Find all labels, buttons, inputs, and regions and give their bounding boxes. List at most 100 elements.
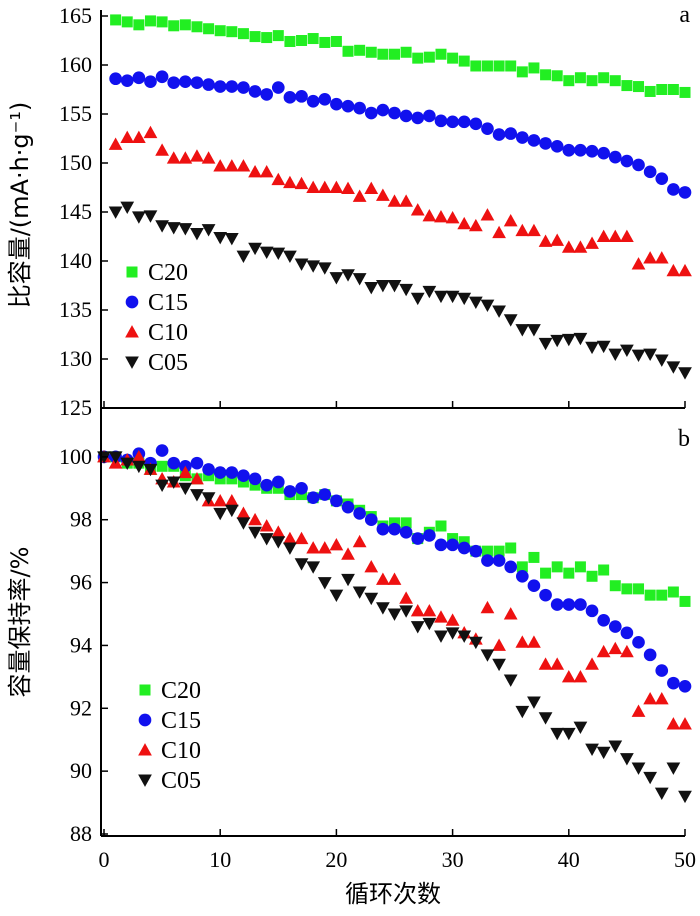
data-point-c05 xyxy=(108,206,123,219)
data-point-c05 xyxy=(654,787,669,801)
data-point-c15 xyxy=(515,131,529,144)
data-point-c10 xyxy=(283,175,297,189)
data-point-c15 xyxy=(364,106,378,120)
data-point-c05 xyxy=(492,305,506,318)
data-point-c15 xyxy=(423,529,436,542)
data-point-c05 xyxy=(631,349,646,362)
data-point-c10 xyxy=(271,172,286,186)
data-point-c05 xyxy=(422,617,437,631)
data-point-c10 xyxy=(317,541,332,554)
panel-b-label: b xyxy=(678,426,690,452)
data-point-c05 xyxy=(341,573,355,587)
data-point-c15 xyxy=(492,554,506,567)
legend-marker-c15 xyxy=(138,713,152,727)
legend-marker-c20 xyxy=(126,266,138,278)
data-point-c10 xyxy=(434,210,448,223)
data-point-c05 xyxy=(201,492,216,505)
data-point-c05 xyxy=(608,740,623,753)
data-point-c10 xyxy=(654,691,669,705)
data-point-c05 xyxy=(190,228,204,241)
data-point-c05 xyxy=(515,324,530,337)
data-point-c20 xyxy=(621,80,633,92)
data-point-c10 xyxy=(561,669,576,683)
data-point-c10 xyxy=(213,493,228,507)
y-tick-label: 100 xyxy=(59,444,92,469)
data-point-c15 xyxy=(504,127,518,140)
data-point-c20 xyxy=(261,32,273,44)
data-point-c10 xyxy=(480,208,495,221)
data-point-c20 xyxy=(528,62,540,74)
data-point-c15 xyxy=(434,114,448,128)
data-point-c05 xyxy=(236,250,251,263)
data-point-c05 xyxy=(399,283,413,297)
data-point-c20 xyxy=(470,60,482,72)
data-point-c10 xyxy=(190,471,204,485)
data-point-c15 xyxy=(574,598,587,611)
data-point-c05 xyxy=(538,712,553,725)
y-tick-label: 130 xyxy=(59,346,92,371)
data-point-c10 xyxy=(573,240,588,253)
data-point-c05 xyxy=(620,753,634,766)
y-tick-label: 96 xyxy=(70,570,92,595)
data-point-c15 xyxy=(306,491,320,505)
y-tick-label: 90 xyxy=(70,758,92,783)
data-point-c05 xyxy=(224,504,239,518)
data-point-c10 xyxy=(329,537,344,551)
data-point-c10 xyxy=(468,218,483,232)
data-point-c05 xyxy=(596,340,611,354)
data-point-c10 xyxy=(538,657,553,670)
data-point-c20 xyxy=(505,60,517,72)
data-point-c10 xyxy=(678,717,692,730)
data-point-c15 xyxy=(109,72,122,86)
y-tick-label: 150 xyxy=(59,150,92,175)
data-point-c05 xyxy=(585,341,599,355)
data-point-c20 xyxy=(144,15,156,27)
y-tick-label: 145 xyxy=(59,199,92,224)
x-tick-label: 0 xyxy=(99,847,110,872)
data-point-c05 xyxy=(654,354,669,367)
data-point-c20 xyxy=(493,60,505,72)
data-point-c20 xyxy=(226,26,238,38)
data-point-c10 xyxy=(259,164,274,178)
data-point-c15 xyxy=(562,143,576,157)
data-point-c10 xyxy=(317,180,332,193)
data-point-c10 xyxy=(410,603,425,617)
data-point-c20 xyxy=(656,84,668,95)
data-point-c20 xyxy=(586,570,598,582)
data-point-c15 xyxy=(248,85,262,98)
y-tick-label: 155 xyxy=(59,101,92,126)
data-point-c10 xyxy=(596,229,611,242)
legend-label-c20: C20 xyxy=(161,678,201,704)
data-point-c10 xyxy=(283,531,297,545)
data-point-c15 xyxy=(504,560,518,574)
data-point-c15 xyxy=(202,78,215,91)
data-point-c05 xyxy=(271,247,286,261)
legend-label-c15: C15 xyxy=(148,290,188,316)
data-point-c20 xyxy=(563,567,575,579)
data-point-c15 xyxy=(271,475,285,489)
data-point-c05 xyxy=(631,762,646,775)
data-point-c05 xyxy=(166,476,181,489)
data-point-c20 xyxy=(458,55,470,67)
data-point-c10 xyxy=(480,600,495,614)
data-point-c05 xyxy=(678,790,692,804)
data-point-c20 xyxy=(179,19,191,31)
data-point-c20 xyxy=(516,561,528,573)
data-point-c20 xyxy=(551,70,563,82)
data-point-c05 xyxy=(294,258,309,271)
data-point-c20 xyxy=(516,66,528,78)
data-point-c10 xyxy=(248,164,262,178)
data-point-c05 xyxy=(294,558,309,571)
data-point-c05 xyxy=(480,299,495,312)
panel-b-ticks: 88 90 92 94 96 98 100 0 10 20 30 40 50 xyxy=(59,444,696,872)
data-point-c05 xyxy=(352,273,367,286)
data-point-c05 xyxy=(457,292,472,306)
data-point-c15 xyxy=(527,579,541,593)
data-point-c20 xyxy=(551,561,563,573)
data-point-c20 xyxy=(540,69,552,81)
data-point-c05 xyxy=(585,743,599,757)
data-point-c05 xyxy=(434,630,448,643)
data-point-c05 xyxy=(666,361,681,374)
data-point-c15 xyxy=(585,144,599,158)
